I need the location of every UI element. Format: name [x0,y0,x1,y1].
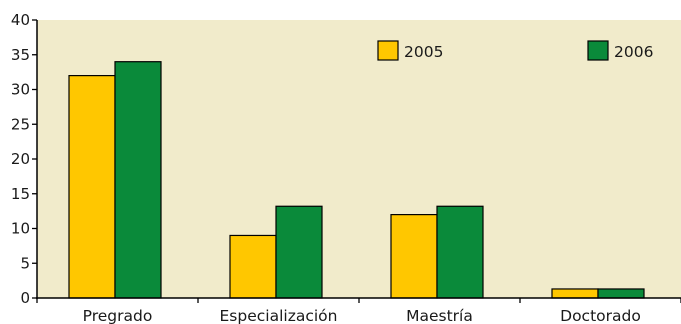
y-axis-ticks: 0 5 10 15 20 25 30 35 40 [11,11,37,307]
bar-2005-maestría [390,214,438,299]
y-tick-label: 40 [11,11,30,29]
y-tick-label: 10 [11,220,30,238]
bar-2005-doctorado [551,288,599,299]
x-tick-label: Doctorado [560,307,641,324]
y-tick-label: 15 [11,185,30,203]
legend-label-2005: 2005 [404,43,443,61]
bar-2005-pregrado [68,74,116,299]
legend: 2005 2006 [377,40,653,61]
legend-swatch-2006 [587,40,609,61]
y-tick-label: 0 [20,289,30,307]
x-tick-label: Especialización [220,307,338,324]
bar-2006-pregrado [114,61,162,299]
x-tick-label: Maestría [406,307,473,324]
bars-group [68,61,645,299]
legend-label-2006: 2006 [614,43,653,61]
bar-2005-especialización [229,234,277,299]
y-tick-label: 25 [11,115,30,133]
y-tick-label: 35 [11,46,30,64]
y-tick-label: 20 [11,150,30,168]
x-axis-labels: Pregrado Especialización Maestría Doctorado [83,307,641,324]
y-tick-label: 5 [20,254,30,272]
bar-2006-maestría [436,205,484,299]
x-tick-label: Pregrado [83,307,153,324]
legend-swatch-2005 [377,40,399,61]
bar-2006-especialización [275,205,323,299]
y-tick-label: 30 [11,81,30,99]
bar-2006-doctorado [597,288,645,299]
